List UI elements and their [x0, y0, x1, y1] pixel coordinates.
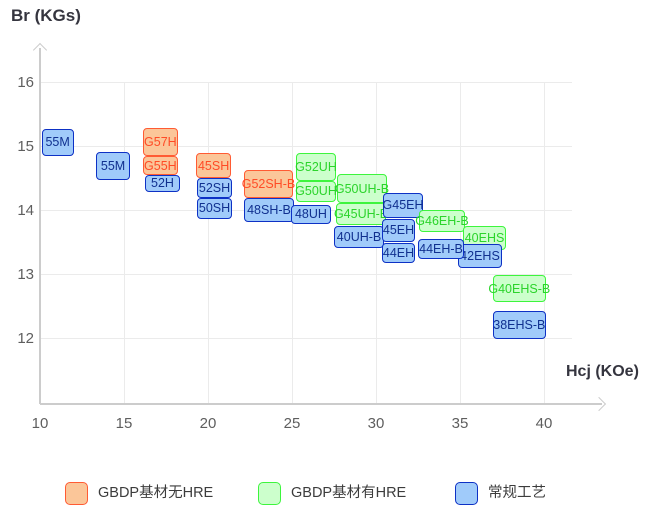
y-tick-label: 12: [17, 330, 34, 347]
x-gridline: [292, 82, 293, 404]
grade-box-44eh[interactable]: 44EH: [382, 243, 415, 264]
grade-box-g57h[interactable]: G57H: [142, 128, 178, 157]
x-axis-title: Hcj (KOe): [566, 363, 639, 380]
grade-box-g50uh-b[interactable]: G50UH-B: [335, 174, 389, 203]
plot-area: 12 13 14 15 16 40 35 30 25 20 15 10 55M 55M G57H G55H 5…: [17, 42, 607, 432]
x-tick-label: 15: [115, 415, 133, 432]
grade-box-38ehs-b[interactable]: 38EHS-B: [492, 311, 546, 340]
y-tick-label: 14: [17, 202, 34, 219]
grade-box-55m[interactable]: 55M: [41, 128, 74, 157]
x-tick-label: 25: [283, 415, 301, 432]
y-tick-label: 15: [17, 138, 34, 155]
grade-box-45sh[interactable]: 45SH: [196, 153, 231, 178]
legend-label: GBDP基材有HRE: [291, 485, 407, 501]
legend-item-green[interactable]: GBDP基材有HRE: [258, 482, 406, 505]
y-axis-line: [39, 48, 41, 404]
grade-box-g55h[interactable]: G55H: [142, 156, 178, 175]
legend-swatch-green: [258, 482, 281, 505]
grade-box-42ehs[interactable]: 42EHS: [457, 243, 502, 269]
grade-box-g52sh-b[interactable]: G52SH-B: [242, 169, 295, 198]
grade-box-44eh-b[interactable]: 44EH-B: [418, 238, 465, 260]
grade-box-55m[interactable]: 55M: [96, 151, 130, 180]
legend-item-orange[interactable]: GBDP基材无HRE: [65, 482, 213, 505]
x-tick-label: 10: [31, 415, 49, 432]
x-tick-label: 30: [367, 415, 385, 432]
grade-box-48sh-b[interactable]: 48SH-B: [243, 197, 294, 223]
y-gridline: [40, 82, 572, 83]
x-gridline: [208, 82, 209, 404]
legend-item-blue[interactable]: 常规工艺: [455, 482, 546, 505]
grade-box-52sh[interactable]: 52SH: [197, 178, 233, 198]
grade-box-40uh-b[interactable]: 40UH-B: [334, 226, 385, 248]
y-tick-label: 13: [17, 266, 34, 283]
chart-legend: GBDP基材无HRE GBDP基材有HRE 常规工艺: [0, 482, 645, 506]
grade-box-50sh[interactable]: 50SH: [197, 197, 233, 219]
x-tick-label: 20: [199, 415, 217, 432]
grade-box-45eh[interactable]: 45EH: [382, 218, 415, 242]
grade-box-52h[interactable]: 52H: [145, 174, 180, 193]
grade-box-48uh[interactable]: 48UH: [290, 204, 331, 225]
grade-box-g52uh[interactable]: G52UH: [295, 153, 337, 182]
x-tick-label: 40: [535, 415, 553, 432]
y-axis-title: Br (KGs): [11, 6, 81, 25]
legend-swatch-blue: [455, 482, 478, 505]
y-tick-label: 16: [17, 74, 34, 91]
y-axis-arrow-icon: [32, 42, 48, 58]
grade-box-g50uh[interactable]: G50UH: [295, 181, 337, 202]
x-axis-arrow-icon: [591, 396, 607, 412]
x-gridline: [544, 82, 545, 404]
x-tick-label: 35: [451, 415, 469, 432]
grade-box-g40ehs-b[interactable]: G40EHS-B: [488, 275, 550, 303]
grade-box-g45uh-b[interactable]: G45UH-B: [334, 202, 388, 225]
x-axis-line: [40, 403, 602, 405]
legend-label: GBDP基材无HRE: [98, 485, 214, 501]
legend-swatch-orange: [65, 482, 88, 505]
x-gridline: [124, 82, 125, 404]
grade-box-g45eh[interactable]: G45EH: [383, 192, 424, 218]
grade-box-g46eh-b[interactable]: G46EH-B: [415, 210, 469, 232]
legend-label: 常规工艺: [488, 485, 546, 501]
y-gridline: [40, 338, 572, 339]
y-gridline: [40, 274, 572, 275]
y-gridline: [40, 146, 572, 147]
